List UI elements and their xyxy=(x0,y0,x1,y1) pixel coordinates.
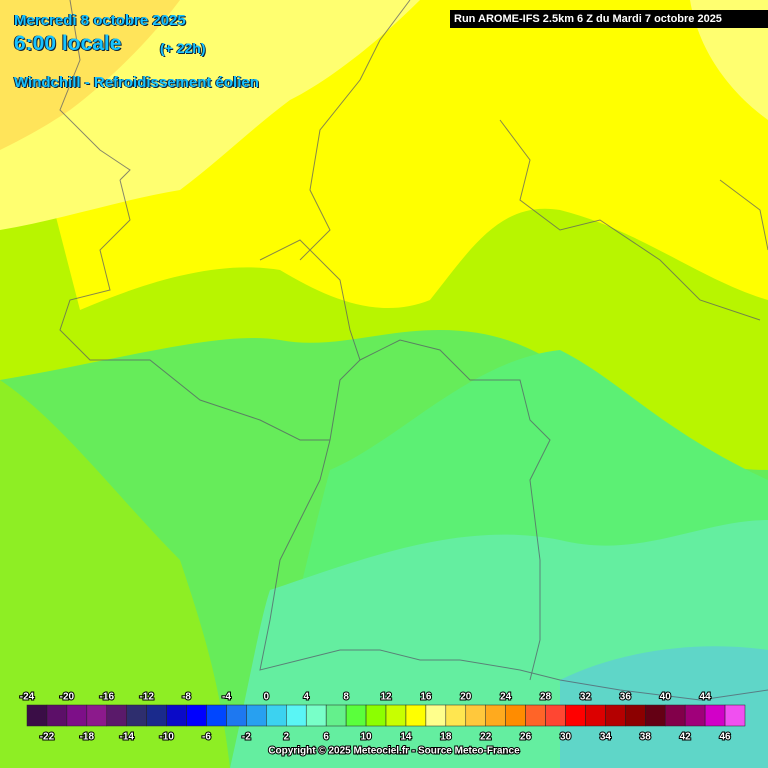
legend-swatch xyxy=(126,704,147,727)
legend-label: 12 xyxy=(380,692,392,703)
legend-label: 38 xyxy=(640,732,652,743)
legend-label: -2 xyxy=(242,732,251,743)
legend-swatch xyxy=(325,704,347,727)
legend-label: -24 xyxy=(20,692,35,703)
legend-label: 42 xyxy=(680,732,692,743)
legend-swatch xyxy=(66,704,88,727)
legend-label: 22 xyxy=(480,732,492,743)
legend-label: -4 xyxy=(222,692,231,703)
legend-label: 6 xyxy=(323,732,329,743)
legend-label: -22 xyxy=(40,732,55,743)
legend-label: -18 xyxy=(80,732,95,743)
legend-label: 16 xyxy=(420,692,432,703)
border xyxy=(259,239,361,441)
legend-swatch xyxy=(166,704,187,727)
legend-label: 40 xyxy=(660,692,672,703)
legend-swatch xyxy=(664,704,686,727)
legend-swatch xyxy=(565,704,586,727)
legend-label: 8 xyxy=(343,692,349,703)
parameter: Windchill - Refroidissement éolien xyxy=(14,74,259,91)
legend-label: -12 xyxy=(139,692,154,703)
legend-swatch xyxy=(625,704,646,727)
border xyxy=(499,119,761,321)
legend-swatch xyxy=(345,704,367,727)
legend-swatch xyxy=(605,704,626,727)
border xyxy=(459,659,768,701)
legend-swatch xyxy=(545,704,566,727)
legend-label: 36 xyxy=(620,692,632,703)
legend-swatch xyxy=(365,704,387,727)
lead-time: (+ 22h) xyxy=(160,40,206,56)
legend-label: 34 xyxy=(600,732,612,743)
border xyxy=(299,0,411,261)
legend-swatch xyxy=(26,704,48,727)
border xyxy=(259,439,460,671)
legend-label: 20 xyxy=(460,692,472,703)
zone-light-yellow-east xyxy=(690,0,768,120)
legend-swatch xyxy=(505,704,526,727)
legend-swatch xyxy=(46,704,68,727)
legend-label: 0 xyxy=(264,692,270,703)
legend-swatch xyxy=(445,704,467,727)
legend-swatch xyxy=(186,704,207,727)
legend-swatch xyxy=(485,704,506,727)
legend-label: -14 xyxy=(119,732,134,743)
legend-label: 4 xyxy=(303,692,309,703)
time: 6:00 locale xyxy=(14,32,122,55)
legend-label: -16 xyxy=(100,692,115,703)
legend-swatch xyxy=(704,704,726,727)
legend-label: 44 xyxy=(700,692,712,703)
border xyxy=(359,339,551,681)
legend-swatch xyxy=(226,704,247,727)
legend-swatch xyxy=(724,704,746,727)
legend-label: 14 xyxy=(400,732,412,743)
legend-label: -8 xyxy=(182,692,191,703)
legend-swatch xyxy=(585,704,606,727)
legend-swatch xyxy=(86,704,108,727)
legend-label: -20 xyxy=(60,692,75,703)
legend-label: -6 xyxy=(202,732,211,743)
legend-label: 26 xyxy=(520,732,532,743)
legend-label: 18 xyxy=(440,732,452,743)
legend-swatch xyxy=(246,704,267,727)
legend-swatch xyxy=(525,704,546,727)
legend-label: 46 xyxy=(719,732,731,743)
date: Mercredi 8 octobre 2025 xyxy=(14,12,186,29)
borders xyxy=(59,0,768,701)
legend-label: 24 xyxy=(500,692,512,703)
legend-label: -10 xyxy=(159,732,174,743)
legend-label: 10 xyxy=(360,732,372,743)
border xyxy=(59,0,131,181)
legend-swatch xyxy=(106,704,127,727)
legend-label: 2 xyxy=(283,732,289,743)
legend-swatch xyxy=(645,704,666,727)
copyright: Copyright © 2025 Meteociel.fr - Source M… xyxy=(268,746,520,757)
run-info: Run AROME-IFS 2.5km 6 Z du Mardi 7 octob… xyxy=(450,10,768,28)
legend-label: 28 xyxy=(540,692,552,703)
border xyxy=(59,179,330,441)
legend-swatch xyxy=(206,704,227,727)
legend-swatch xyxy=(425,704,447,727)
legend-label: 32 xyxy=(580,692,592,703)
legend-swatch xyxy=(146,704,167,727)
border xyxy=(719,179,768,251)
legend-swatch xyxy=(465,704,486,727)
legend-swatch xyxy=(684,704,706,727)
legend-swatch xyxy=(286,704,307,727)
legend-label: 30 xyxy=(560,732,572,743)
zone-orange xyxy=(0,0,180,150)
legend: -24-22-20-18-16-14-12-10-8-6-4-202468101… xyxy=(19,691,746,744)
legend-swatch xyxy=(305,704,327,727)
zone-west xyxy=(0,380,230,768)
legend-swatch xyxy=(405,704,427,727)
legend-swatch xyxy=(266,704,287,727)
legend-swatch xyxy=(385,704,407,727)
